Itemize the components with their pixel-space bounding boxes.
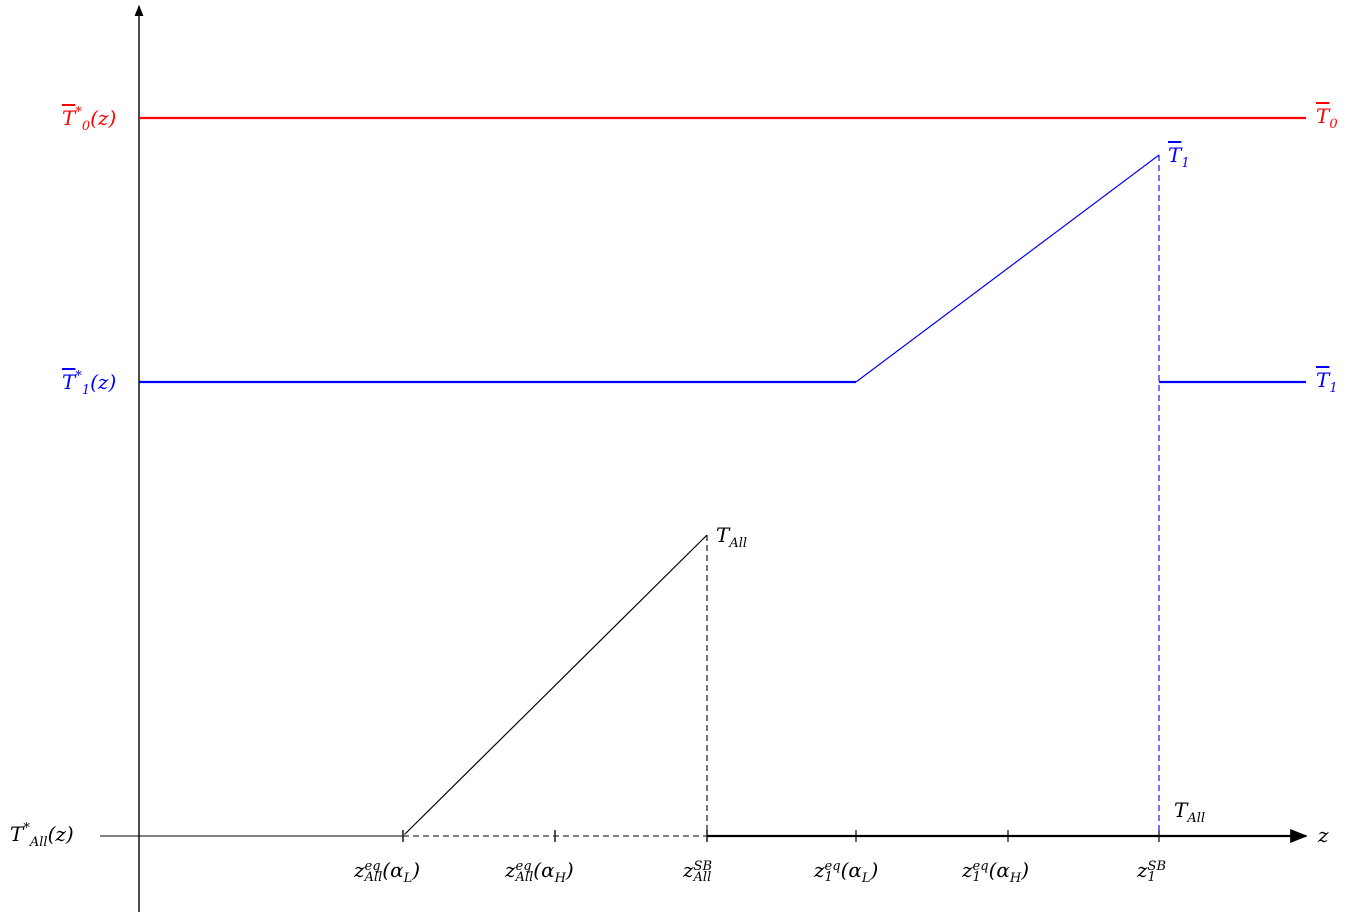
- t1-right-label: T1: [1316, 370, 1338, 395]
- x-tick-label: z SB All: [683, 860, 712, 884]
- y-label-t1-sub: 1: [81, 383, 91, 398]
- y-label-t-all-arg: (z): [47, 822, 74, 846]
- y-label-t1-sup: *: [75, 369, 82, 384]
- x-tick-label: z SB 1: [1137, 860, 1166, 884]
- tick-sup: eq: [972, 859, 989, 874]
- tick-arg-end: ): [565, 858, 574, 882]
- tick-base: z: [1137, 858, 1148, 882]
- x-tick-label: z eq All (αL): [354, 860, 420, 885]
- tick-sup: eq: [824, 859, 841, 874]
- t-all-peak-base: T: [716, 523, 730, 547]
- tick-arg-sub: H: [1009, 871, 1022, 886]
- tick-sub: All: [515, 870, 534, 885]
- t0-right-label: T0: [1316, 106, 1338, 131]
- t0-right-base: T: [1316, 104, 1330, 128]
- y-label-t0: T*0(z): [62, 106, 116, 133]
- t-all-right-sub: All: [1187, 811, 1206, 826]
- t-all-peak-sub: All: [729, 536, 748, 551]
- y-label-t1: T*1(z): [62, 370, 116, 397]
- tick-arg-end: ): [412, 858, 421, 882]
- t1-peak-label: T1: [1168, 145, 1190, 170]
- tick-sup: eq: [364, 859, 381, 874]
- tick-sup: SB: [1147, 859, 1167, 874]
- x-tick-label: z eq 1 (αH): [962, 860, 1029, 885]
- tick-arg: (α: [988, 858, 1010, 882]
- t1-right-sub: 1: [1329, 381, 1338, 396]
- tick-sup: eq: [515, 859, 532, 874]
- tick-base: z: [354, 858, 365, 882]
- y-label-t-all-sup: *: [23, 821, 30, 836]
- y-label-t0-sub: 0: [81, 119, 91, 134]
- tick-sub: 1: [1147, 870, 1156, 885]
- t-all-right-base: T: [1174, 798, 1188, 822]
- tick-arg: (α: [382, 858, 404, 882]
- tick-base: z: [962, 858, 973, 882]
- tick-arg: (α: [533, 858, 555, 882]
- tick-arg: (α: [840, 858, 862, 882]
- tick-sup: SB: [693, 859, 713, 874]
- t1-peak-base: T: [1168, 143, 1182, 167]
- t1-rising-line: [855, 154, 1160, 383]
- y-label-t1-base: T: [62, 370, 76, 394]
- tick-sub: 1: [972, 870, 981, 885]
- y-label-t1-arg: (z): [90, 370, 117, 394]
- y-label-t0-base: T: [62, 106, 76, 130]
- tick-arg-sub: L: [403, 871, 413, 886]
- y-label-t0-sup: *: [75, 105, 82, 120]
- t1-right-base: T: [1316, 368, 1330, 392]
- tick-arg-end: ): [1021, 858, 1030, 882]
- y-label-t-all: T*All(z): [10, 822, 74, 849]
- y-label-t-all-sub: All: [29, 835, 48, 850]
- tick-sub: All: [693, 870, 712, 885]
- t-all-peak-label: TAll: [716, 525, 747, 550]
- t1-peak-sub: 1: [1181, 156, 1190, 171]
- y-label-t-all-base: T: [10, 822, 24, 846]
- tick-sub: 1: [824, 870, 833, 885]
- x-tick-label: z eq All (αH): [505, 860, 574, 885]
- tick-arg-sub: L: [861, 871, 871, 886]
- t-all-right-label: TAll: [1174, 800, 1205, 825]
- x-tick-label: z eq 1 (αL): [814, 860, 878, 885]
- tick-base: z: [505, 858, 516, 882]
- t0-right-sub: 0: [1329, 117, 1338, 132]
- tick-base: z: [814, 858, 825, 882]
- tick-base: z: [683, 858, 694, 882]
- tick-sub: All: [364, 870, 383, 885]
- y-label-t0-arg: (z): [90, 106, 117, 130]
- tick-arg-sub: H: [554, 871, 566, 886]
- tick-arg-end: ): [870, 858, 879, 882]
- t-all-rising-line: [402, 534, 708, 837]
- x-axis-label: z: [1318, 823, 1329, 847]
